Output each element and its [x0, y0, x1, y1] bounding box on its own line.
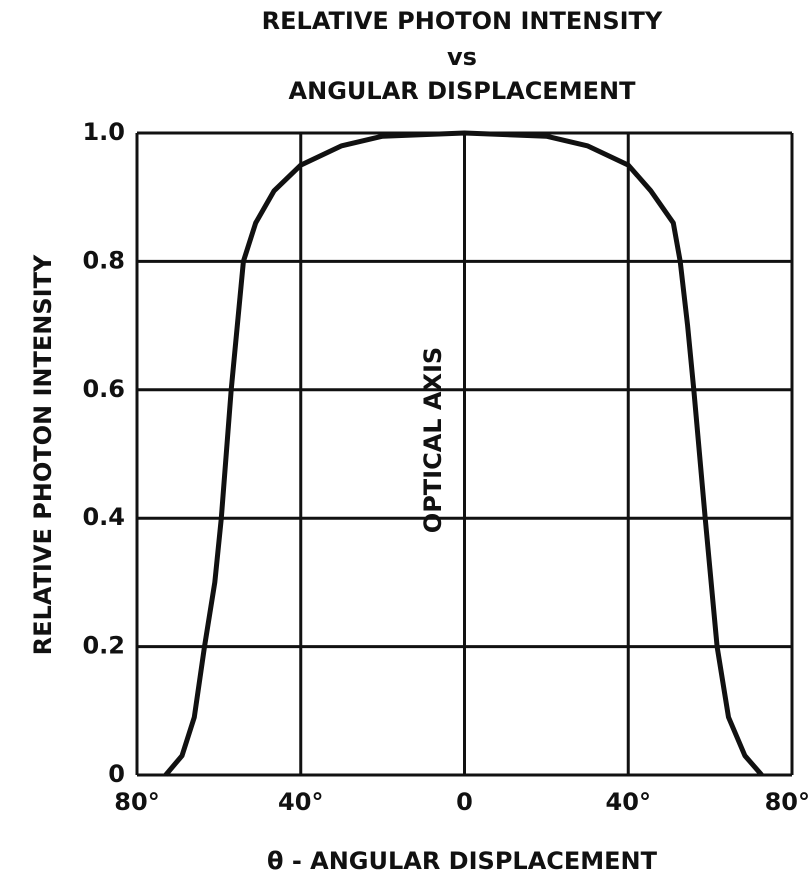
y-tick-label: 0.6: [82, 375, 125, 403]
y-axis-label: RELATIVE PHOTON INTENSITY: [29, 254, 57, 655]
y-tick-label: 0: [108, 760, 125, 788]
annotation: OPTICAL AXIS: [419, 347, 447, 533]
x-tick-label: 80°: [114, 788, 159, 816]
y-tick-label: 0.2: [82, 632, 125, 660]
chart-title: RELATIVE PHOTON INTENSITY: [262, 7, 663, 35]
x-tick-label: 0: [456, 788, 473, 816]
y-tick-label: 0.4: [82, 503, 125, 531]
x-axis-label: θ - ANGULAR DISPLACEMENT: [267, 847, 658, 875]
data-line: [163, 130, 764, 777]
y-tick-label: 0.8: [82, 246, 125, 274]
y-tick-label: 1.0: [82, 118, 125, 146]
x-tick-label: 40°: [606, 788, 651, 816]
x-tick-label: 40°: [278, 788, 323, 816]
chart-title: ANGULAR DISPLACEMENT: [289, 77, 637, 105]
chart-title: vs: [447, 43, 477, 71]
x-tick-label: 80°: [765, 788, 810, 816]
